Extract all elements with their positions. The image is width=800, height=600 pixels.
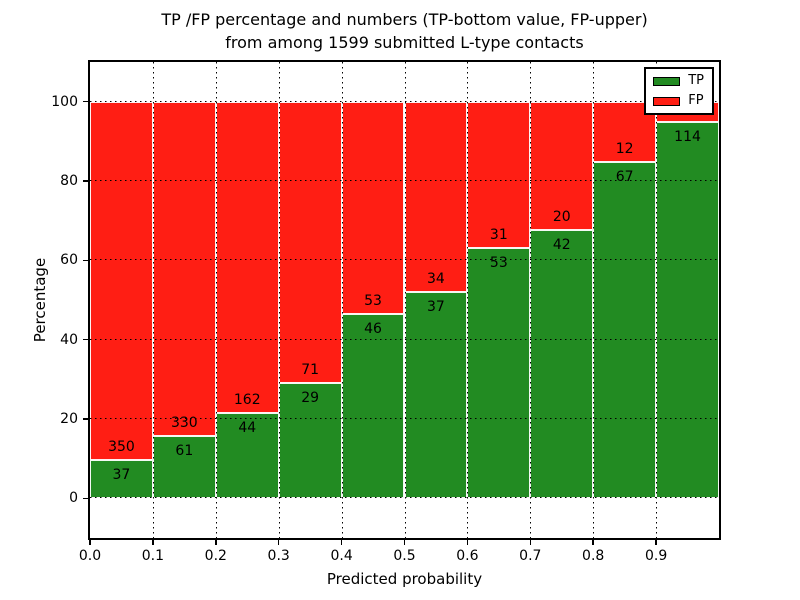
y-tick-label: 40 [60,331,78,348]
x-gridline [278,62,280,538]
tp-count-label: 29 [301,390,320,407]
x-gridline [656,62,658,538]
y-tick-label: 60 [60,252,78,269]
fp-count-label: 53 [364,292,382,309]
x-gridline [215,62,217,538]
fp-count-label: 20 [552,208,571,225]
x-tick-label: 0.2 [204,548,227,564]
x-tick-label: 0.9 [644,548,668,564]
fp-legend-swatch [653,96,681,106]
fp-count-label: 330 [170,415,198,432]
bar-segment-tp [341,313,405,499]
x-tick-mark [529,540,532,545]
tp-legend-swatch [653,76,681,86]
tp-count-label: 44 [238,420,257,437]
bar-segment-fp [90,101,153,461]
tp-count-label: 67 [615,168,634,185]
x-tick-mark [152,540,154,545]
x-tick-mark [592,540,594,545]
y-tick-mark [83,259,88,262]
x-tick-mark [89,540,91,545]
legend: TP FP [644,67,714,115]
legend-label: TP [688,73,704,88]
bar-segment-fp [530,101,594,230]
fp-count-label: 71 [301,362,320,379]
y-tick-label: 80 [60,173,78,189]
x-tick-label: 0.1 [141,548,165,564]
x-tick-label: 0.4 [330,548,353,564]
x-tick-label: 0.5 [393,548,416,564]
y-tick-mark [83,497,88,500]
tp-count-label: 37 [427,298,445,315]
bar-segment-tp [593,161,657,499]
y-tick-label: 0 [69,490,78,507]
x-gridline [467,62,469,538]
x-gridline [341,62,343,538]
fp-count-label: 12 [615,140,634,157]
x-axis-label: Predicted probability [326,570,483,588]
bar-segment-fp [341,101,405,314]
x-tick-label: 0.7 [519,548,542,564]
fp-count-label: 162 [233,392,261,409]
x-tick-label: 0.6 [456,548,479,564]
x-tick-mark [403,540,406,545]
tp-count-label: 53 [489,255,508,272]
plot-area: TP FP 350 37 330 61 162 44 71 29 53 46 34 37 31 53 20 42… [88,60,721,540]
bar-segment-tp [467,248,531,499]
x-gridline [530,62,532,538]
chart-title-line2: from among 1599 submitted L-type contact… [225,33,584,52]
x-tick-label: 0.8 [582,548,605,564]
tp-count-label: 37 [112,467,131,484]
tp-count-label: 61 [175,443,194,460]
chart-title: TP /FP percentage and numbers (TP-bottom… [90,8,719,54]
bar-segment-fp [152,101,216,437]
y-tick-mark [83,100,88,103]
tp-count-label: 46 [364,320,382,337]
legend-entry: FP [653,94,704,108]
bar-segment-tp [152,436,216,499]
tp-count-label: 114 [674,128,701,145]
x-tick-label: 0.0 [78,548,102,564]
bar-segment-fp [404,101,468,292]
y-tick-mark [83,338,88,341]
bar-segment-tp [656,121,719,499]
x-tick-mark [215,540,217,545]
fp-count-label: 350 [108,439,135,456]
x-tick-label: 0.3 [267,548,290,564]
x-tick-mark [340,540,343,545]
y-tick-mark [83,418,88,420]
tp-count-label: 42 [552,236,571,253]
y-axis-label: Percentage [31,257,49,343]
fp-count-label: 31 [489,227,508,244]
x-gridline [152,62,154,538]
x-tick-mark [655,540,657,545]
x-gridline [593,62,595,538]
bar-segment-fp [215,101,279,414]
x-tick-mark [466,540,469,545]
legend-label: FP [688,93,704,108]
bar-segment-fp [278,101,342,384]
x-tick-mark [277,540,280,545]
y-tick-label: 20 [60,411,78,427]
chart-title-line1: TP /FP percentage and numbers (TP-bottom… [161,10,648,29]
legend-entry: TP [653,74,704,88]
bar-segment-tp [530,229,594,499]
bar-segment-tp [404,291,468,499]
bar-segment-tp [90,460,153,499]
bar-segment-tp [278,383,342,499]
x-gridline [404,62,406,538]
y-tick-label: 100 [51,93,78,110]
fp-count-label: 34 [427,270,445,287]
y-tick-mark [83,180,88,182]
